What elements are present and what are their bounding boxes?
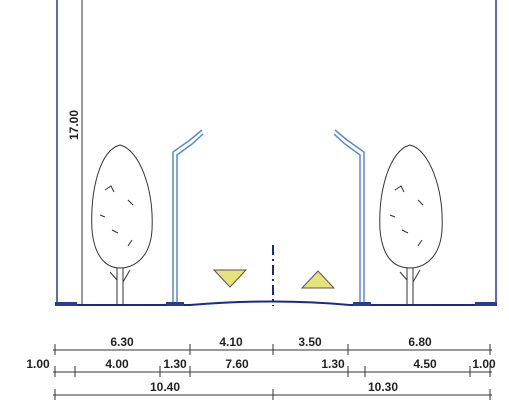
tree — [91, 144, 153, 305]
curb — [475, 302, 497, 306]
dimension-label: 10.40 — [150, 380, 180, 394]
dimension-label: 4.00 — [105, 357, 129, 371]
dimension-label: 6.30 — [110, 335, 134, 349]
dimension-label: 6.80 — [408, 335, 432, 349]
tree — [379, 144, 443, 305]
direction-triangle — [212, 269, 248, 288]
dimension-label: 3.50 — [298, 335, 322, 349]
ground-line — [55, 300, 497, 306]
dimension-label: 1.30 — [321, 357, 345, 371]
street-lamp — [172, 129, 204, 303]
height-label: 17.00 — [67, 110, 81, 140]
dimension-label: 10.30 — [368, 380, 398, 394]
dimension-lines: 6.30 4.10 3.50 6.80 1.00 4.00 1.30 7.60 1.30 4.50… — [26, 335, 496, 400]
dimension-label: 1.00 — [472, 357, 496, 371]
dimension-label: 1.00 — [26, 357, 50, 371]
dimension-label: 4.10 — [219, 335, 243, 349]
dimension-label: 1.30 — [163, 357, 187, 371]
lamp-base — [353, 302, 371, 306]
lamp-base — [166, 302, 184, 306]
street-lamp — [333, 129, 365, 303]
dimension-label: 4.50 — [413, 357, 437, 371]
dimension-label: 7.60 — [225, 357, 249, 371]
direction-triangle — [300, 270, 336, 289]
curb — [55, 302, 77, 306]
